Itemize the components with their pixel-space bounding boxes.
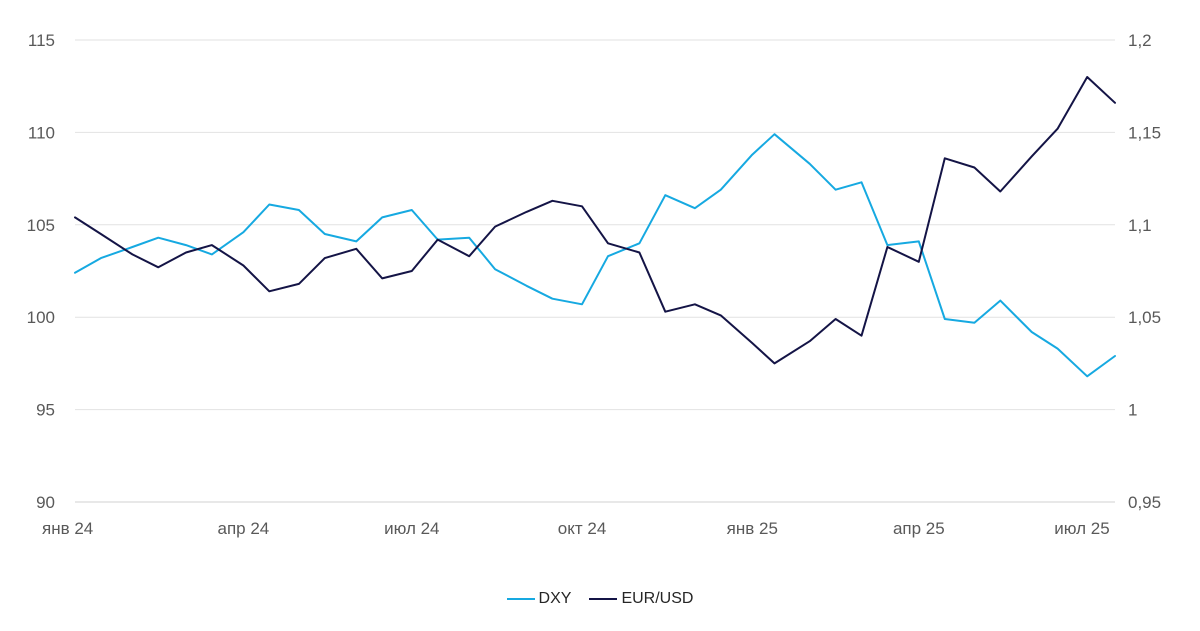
legend-swatch-eurusd [589, 598, 618, 600]
dxy-series-line [74, 133, 1116, 378]
right-y-axis-ticks: 0,95 1 1,05 1,1 1,15 1,2 [1128, 31, 1161, 512]
left-axis-tick-label: 115 [28, 31, 55, 50]
left-y-axis-ticks: 90 95 100 105 110 115 [27, 31, 55, 512]
left-axis-tick-label: 100 [27, 308, 55, 327]
right-axis-tick-label: 1,15 [1128, 123, 1161, 142]
left-axis-tick-label: 95 [36, 401, 55, 420]
x-axis-ticks: янв 24 апр 24 июл 24 окт 24 янв 25 апр 25 июл … [42, 519, 1110, 538]
series-lines [74, 76, 1116, 378]
left-axis-tick-label: 105 [27, 216, 55, 235]
legend-swatch-dxy [506, 598, 535, 600]
x-axis-tick-label: июл 24 [384, 519, 439, 538]
right-axis-tick-label: 1,2 [1128, 31, 1152, 50]
gridlines [75, 39, 1115, 503]
x-axis-tick-label: апр 25 [893, 519, 945, 538]
x-axis-tick-label: окт 24 [558, 519, 607, 538]
x-axis-tick-label: янв 24 [42, 519, 93, 538]
eurusd-series-line [74, 76, 1116, 365]
right-axis-tick-label: 1 [1128, 401, 1137, 420]
legend-item-eurusd: EUR/USD [589, 590, 693, 608]
legend-item-dxy: DXY [506, 590, 572, 608]
left-axis-tick-label: 90 [36, 493, 55, 512]
legend-label-dxy: DXY [538, 590, 572, 607]
legend: DXY EUR/USD [0, 590, 1200, 608]
x-axis-tick-label: янв 25 [727, 519, 778, 538]
right-axis-tick-label: 0,95 [1128, 493, 1161, 512]
right-axis-tick-label: 1,05 [1128, 308, 1161, 327]
x-axis-tick-label: апр 24 [218, 519, 270, 538]
left-axis-tick-label: 110 [28, 123, 55, 142]
x-axis-tick-label: июл 25 [1054, 519, 1109, 538]
legend-label-eurusd: EUR/USD [621, 590, 694, 607]
line-chart: 90 95 100 105 110 115 0,95 1 1,05 1,1 1,15 1,2 янв… [27, 31, 1161, 538]
right-axis-tick-label: 1,1 [1128, 216, 1152, 235]
